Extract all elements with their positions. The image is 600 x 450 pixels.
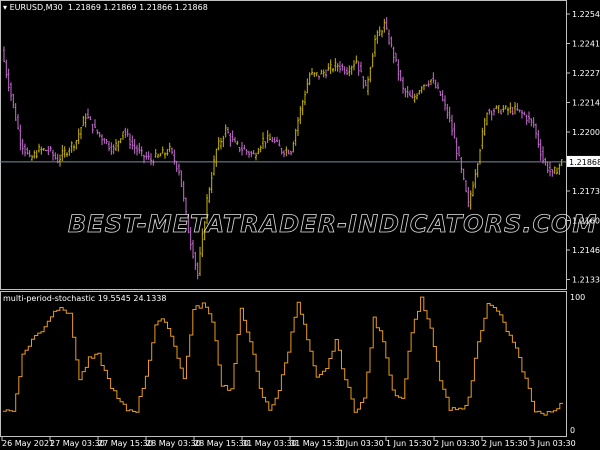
indicator-values: 19.5545 24.1338	[97, 294, 167, 303]
time-tick-label: 2 Jun 03:30	[434, 439, 480, 448]
chart-header: ▾ EURUSD,M30 1.21869 1.21869 1.21866 1.2…	[3, 3, 208, 12]
price-tick-label: 1.21735	[572, 187, 600, 196]
price-tick-label: 1.21330	[572, 276, 600, 285]
main-frame	[0, 0, 567, 290]
time-tick-label: 26 May 2021	[2, 439, 54, 448]
stochastic-line	[3, 296, 563, 416]
time-tick-label: 31 May 03:30	[242, 439, 297, 448]
sub-frame	[0, 291, 567, 437]
time-tick-label: 27 May 15:30	[98, 439, 153, 448]
price-tick-label: 1.21600	[572, 217, 600, 226]
time-tick-label: 31 May 15:30	[290, 439, 345, 448]
price-tick-label: 1.22545	[572, 10, 600, 19]
price-tick-label: 1.22410	[572, 40, 600, 49]
current-price-label: 1.21868	[569, 158, 600, 167]
time-tick-label: 28 May 03:30	[146, 439, 201, 448]
collapse-triangle-icon[interactable]: ▾	[3, 3, 8, 12]
symbol-label: EURUSD,M30	[9, 3, 63, 12]
watermark: BEST-METATRADER-INDICATORS.COM	[68, 210, 597, 238]
oscillator-line	[3, 296, 563, 416]
time-tick-label: 28 May 15:30	[194, 439, 249, 448]
ohlc-label: 1.21869 1.21869 1.21866 1.21868	[67, 3, 208, 12]
price-bars	[3, 17, 563, 280]
osc-tick-label: 0	[570, 426, 575, 435]
current-price-box	[567, 155, 600, 167]
price-tick-label: 1.22275	[572, 69, 600, 78]
price-tick-label: 1.21465	[572, 246, 600, 255]
osc-tick-label: 100	[570, 293, 585, 302]
time-tick-label: 27 May 03:30	[50, 439, 105, 448]
price-tick-label: 1.22140	[572, 99, 600, 108]
time-tick-label: 2 Jun 15:30	[482, 439, 528, 448]
price-tick-label: 1.22005	[572, 128, 600, 137]
time-tick-label: 3 Jun 03:30	[530, 439, 576, 448]
time-tick-label: 1 Jun 15:30	[386, 439, 432, 448]
time-tick-label: 1 Jun 03:30	[338, 439, 384, 448]
indicator-name: multi-period-stochastic	[3, 294, 96, 303]
indicator-header: multi-period-stochastic 19.5545 24.1338	[3, 294, 166, 303]
